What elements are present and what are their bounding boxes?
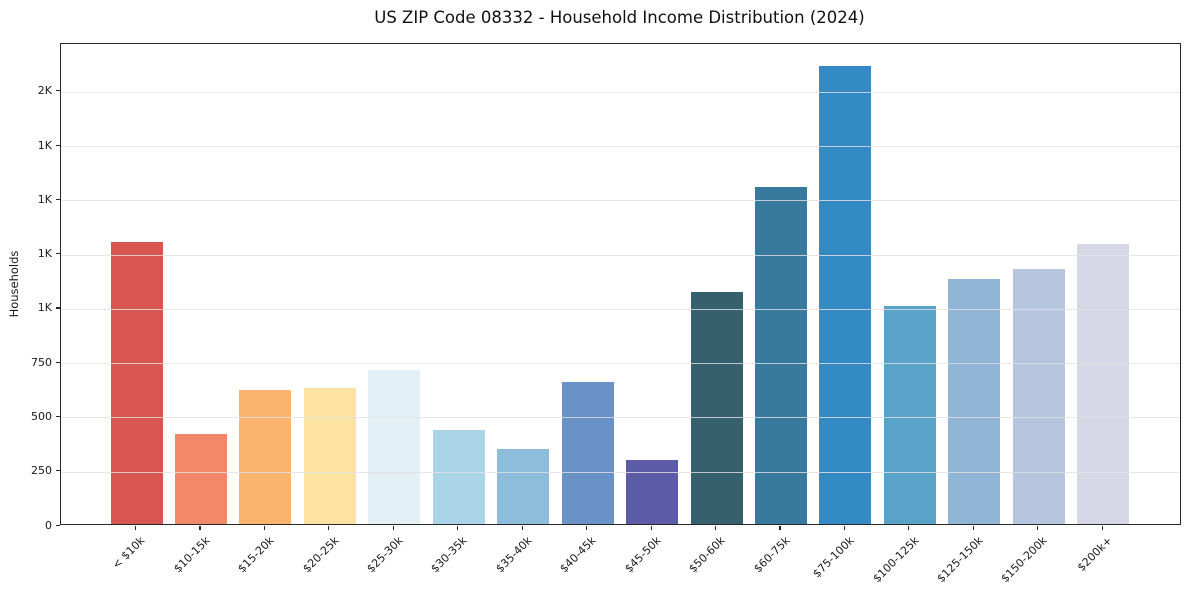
y-tick-mark bbox=[55, 361, 60, 363]
x-tick-mark bbox=[1101, 525, 1103, 530]
gridline bbox=[60, 308, 1180, 310]
x-tick-label: $15-20k bbox=[235, 534, 277, 576]
y-tick-label: 250 bbox=[31, 464, 52, 478]
x-tick-label: $100-125k bbox=[869, 534, 922, 586]
bar-13 bbox=[883, 305, 936, 524]
gridline bbox=[60, 254, 1180, 256]
bar-11 bbox=[755, 187, 807, 524]
y-tick-mark bbox=[55, 253, 60, 255]
bar-6 bbox=[432, 429, 485, 524]
x-tick-label: $50-60k bbox=[686, 534, 728, 576]
x-tick-mark bbox=[328, 525, 330, 530]
x-tick-mark bbox=[199, 525, 201, 530]
x-tick-label: $30-35k bbox=[428, 534, 470, 576]
x-tick-mark bbox=[263, 525, 265, 530]
x-tick-label: $20-25k bbox=[299, 534, 342, 576]
bar-8 bbox=[561, 381, 614, 524]
chart-title: US ZIP Code 08332 - Household Income Dis… bbox=[374, 8, 865, 27]
y-tick-label: 1K bbox=[37, 138, 52, 152]
y-tick-mark bbox=[55, 470, 60, 472]
x-tick-label: $25-30k bbox=[364, 534, 406, 576]
x-tick-mark bbox=[521, 525, 523, 530]
bar-7 bbox=[497, 449, 550, 524]
x-tick-mark bbox=[392, 525, 394, 530]
y-tick-label: 1K bbox=[37, 247, 52, 261]
x-tick-label: $40-45k bbox=[557, 534, 599, 576]
y-tick-label: 500 bbox=[31, 409, 52, 423]
x-tick-label: $75-100k bbox=[810, 534, 857, 581]
bar-1 bbox=[110, 241, 163, 524]
y-tick-label: 1K bbox=[37, 192, 52, 206]
bar-16 bbox=[1077, 243, 1130, 524]
x-tick-mark bbox=[972, 525, 974, 530]
x-tick-mark bbox=[908, 525, 910, 530]
x-tick-mark bbox=[650, 525, 652, 530]
x-tick-mark bbox=[586, 525, 588, 530]
bar-2 bbox=[174, 433, 227, 524]
bar-15 bbox=[1012, 268, 1065, 524]
y-tick-mark bbox=[55, 307, 60, 309]
bar-12 bbox=[819, 65, 872, 524]
x-tick-label: $35-40k bbox=[493, 534, 535, 576]
y-tick-mark bbox=[55, 90, 60, 92]
x-tick-mark bbox=[1037, 525, 1039, 530]
y-tick-mark bbox=[55, 524, 60, 526]
bar-9 bbox=[626, 459, 679, 524]
bars-layer bbox=[61, 44, 1180, 524]
bar-3 bbox=[239, 390, 292, 524]
bar-4 bbox=[303, 388, 356, 524]
x-tick-mark bbox=[714, 525, 717, 530]
x-tick-mark bbox=[134, 525, 137, 530]
x-tick-mark bbox=[843, 525, 846, 530]
x-tick-label: $125-150k bbox=[934, 534, 986, 586]
gridline bbox=[60, 200, 1180, 202]
gridline bbox=[60, 471, 1180, 473]
y-tick-label: 2K bbox=[37, 84, 52, 98]
y-tick-mark bbox=[55, 415, 60, 418]
bar-5 bbox=[368, 369, 421, 524]
x-tick-label: $10-15k bbox=[170, 534, 213, 576]
x-tick-mark bbox=[457, 525, 459, 530]
x-tick-label: $60-75k bbox=[750, 534, 793, 576]
y-tick-label: 750 bbox=[31, 355, 52, 369]
y-tick-label: 1K bbox=[37, 301, 52, 315]
plot-area bbox=[59, 43, 1181, 525]
y-tick-mark bbox=[55, 198, 60, 200]
gridline bbox=[60, 417, 1180, 419]
bar-10 bbox=[690, 291, 743, 524]
x-tick-label: < $10k bbox=[110, 534, 148, 572]
y-tick-label: 0 bbox=[45, 518, 52, 532]
x-tick-label: $45-50k bbox=[622, 534, 664, 576]
x-tick-label: $200k+ bbox=[1074, 534, 1115, 575]
x-tick-label: $150-200k bbox=[998, 534, 1051, 586]
x-tick-mark bbox=[779, 525, 781, 530]
gridline bbox=[60, 91, 1180, 93]
gridline bbox=[60, 363, 1180, 365]
bar-14 bbox=[948, 278, 1001, 524]
gridline bbox=[60, 146, 1180, 148]
y-tick-mark bbox=[55, 144, 60, 146]
